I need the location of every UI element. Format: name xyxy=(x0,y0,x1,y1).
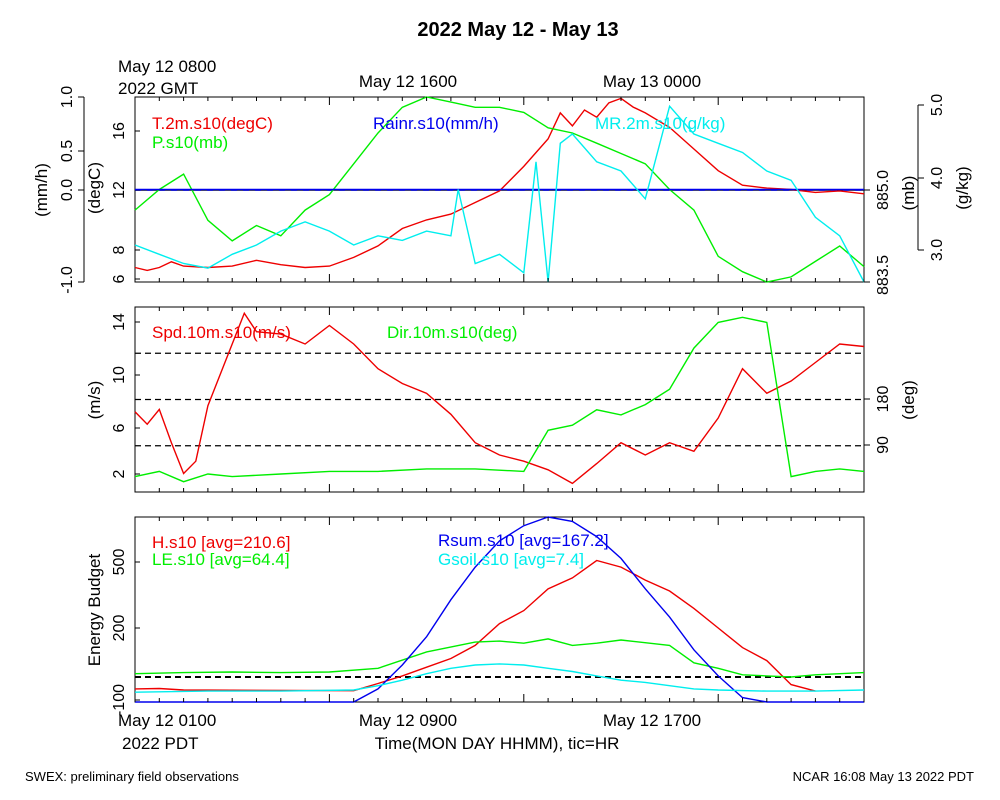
energy-tick-m100: -100 xyxy=(111,684,128,716)
legend-h: H.s10 [avg=210.6] xyxy=(152,533,290,552)
legend-spd: Spd.10m.s10(m/s) xyxy=(152,323,291,342)
rain-axis-label: (mm/h) xyxy=(32,163,51,217)
spd-axis-label: (m/s) xyxy=(85,381,104,420)
footer-left: SWEX: preliminary field observations xyxy=(25,769,239,784)
wind-series-group xyxy=(134,311,865,485)
legend-le: LE.s10 [avg=64.4] xyxy=(152,550,290,569)
temp-tick-12: 12 xyxy=(111,181,128,199)
mr-tick-3: 3.0 xyxy=(929,239,946,261)
legend-gsoil: Gsoil.s10 [avg=7.4] xyxy=(438,550,584,569)
series-line-dir xyxy=(134,316,865,483)
mr-axis-label: (g/kg) xyxy=(953,166,972,209)
x-axis-ticks xyxy=(134,97,865,702)
temp-tick-6: 6 xyxy=(111,274,128,283)
spd-tick-10: 10 xyxy=(111,366,128,384)
bottom-label-t1: May 12 0900 xyxy=(359,711,457,730)
rain-tick-0: 0.0 xyxy=(59,179,76,201)
temp-axis-label: (degC) xyxy=(85,162,104,214)
energy-tick-500: 500 xyxy=(111,549,128,576)
series-line-le xyxy=(134,638,865,678)
bottom-label-t2: May 12 1700 xyxy=(603,711,701,730)
temp-tick-8: 8 xyxy=(111,245,128,254)
top-label-t1: May 12 1600 xyxy=(359,72,457,91)
spd-tick-14: 14 xyxy=(111,313,128,331)
pres-axis-label: (mb) xyxy=(899,176,918,211)
bottom-label-year: 2022 PDT xyxy=(122,734,199,753)
chart-title: 2022 May 12 - May 13 xyxy=(417,19,618,41)
series-line-h xyxy=(134,559,816,692)
series-line-p xyxy=(134,96,865,283)
mr-tick-4: 4.0 xyxy=(929,167,946,189)
met-series-group xyxy=(134,96,865,283)
dir-axis-label: (deg) xyxy=(899,380,918,420)
series-line-mr xyxy=(134,104,865,283)
legend-temp: T.2m.s10(degC) xyxy=(152,114,273,133)
legend-rain: Rainr.s10(mm/h) xyxy=(373,114,499,133)
wind-reference-lines xyxy=(135,352,864,447)
pres-tick-885: 885.0 xyxy=(875,170,892,210)
dir-tick-90: 90 xyxy=(875,436,892,454)
series-line-spd xyxy=(134,311,865,485)
series-line-gsoil xyxy=(134,663,865,693)
rain-tick-05: 0.5 xyxy=(59,140,76,162)
footer-right: NCAR 16:08 May 13 2022 PDT xyxy=(793,769,974,784)
legend-rsum: Rsum.s10 [avg=167.2] xyxy=(438,531,609,550)
rain-tick-m1: -1.0 xyxy=(59,266,76,294)
temp-tick-16: 16 xyxy=(111,122,128,140)
energy-tick-200: 200 xyxy=(111,615,128,642)
top-label-year: 2022 GMT xyxy=(118,79,198,98)
legend-pres: P.s10(mb) xyxy=(152,133,228,152)
energy-axis-label: Energy Budget xyxy=(85,553,104,666)
bottom-label-start: May 12 0100 xyxy=(118,711,216,730)
series-line-t xyxy=(134,97,865,272)
top-label-t2: May 13 0000 xyxy=(603,72,701,91)
mr-tick-5: 5.0 xyxy=(929,94,946,116)
x-axis-label: Time(MON DAY HHMM), tic=HR xyxy=(375,734,620,753)
rain-tick-1: 1.0 xyxy=(59,86,76,108)
top-label-start: May 12 0800 xyxy=(118,57,216,76)
spd-tick-2: 2 xyxy=(111,469,128,478)
legend-dir: Dir.10m.s10(deg) xyxy=(387,323,517,342)
spd-tick-6: 6 xyxy=(111,423,128,432)
dir-tick-180: 180 xyxy=(875,386,892,413)
pres-tick-8835: 883.5 xyxy=(875,255,892,295)
legend-mr: MR.2m.s10(g/kg) xyxy=(595,114,725,133)
